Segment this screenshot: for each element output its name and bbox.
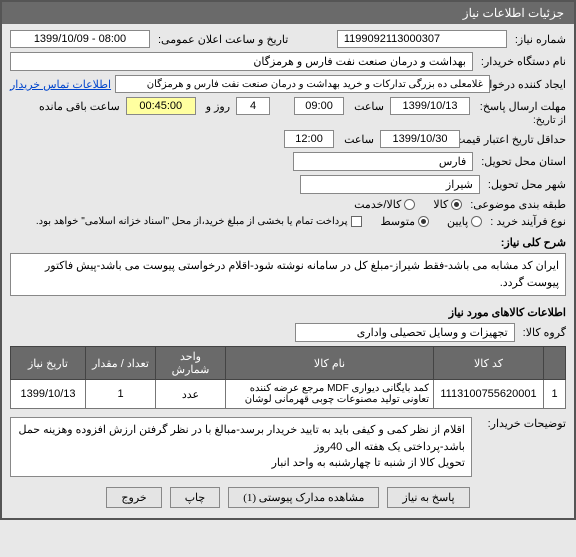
validity-label: حداقل تاریخ اعتبار قیمت: تا تاریخ: xyxy=(466,133,566,146)
deadline-time: 09:00 xyxy=(294,97,344,115)
cell-code: 1113100755620001 xyxy=(434,380,544,409)
radio-goods-label: کالا xyxy=(433,198,448,211)
buyer-notes-label: توضیحات خریدار: xyxy=(476,417,566,430)
radio-service-label: کالا/خدمت xyxy=(354,198,401,211)
reply-button[interactable]: پاسخ به نیاز xyxy=(387,487,469,508)
from-date-label: از تاریخ: xyxy=(529,115,566,126)
remain-time: 00:45:00 xyxy=(126,97,196,115)
radio-goods-dot xyxy=(451,199,462,210)
radio-mid-label: متوسط xyxy=(380,215,415,228)
window: جزئیات اطلاعات نیاز شماره نیاز: 11990921… xyxy=(0,0,576,520)
radio-mid-dot xyxy=(418,216,429,227)
col-qty: تعداد / مقدار xyxy=(86,347,156,380)
col-idx xyxy=(544,347,566,380)
day-label: روز و xyxy=(202,100,230,113)
radio-goods[interactable]: کالا xyxy=(433,198,462,211)
table-header-row: کد کالا نام کالا واحد شمارش تعداد / مقدا… xyxy=(11,347,566,380)
radio-low-label: پایین xyxy=(447,215,468,228)
general-desc-label: شرح کلی نیاز: xyxy=(497,236,566,249)
radio-low-dot xyxy=(471,216,482,227)
col-name: نام کالا xyxy=(226,347,434,380)
creator-value: غلامعلی ده بزرگی تدارکات و خرید بهداشت و… xyxy=(115,75,490,93)
col-code: کد کالا xyxy=(434,347,544,380)
process-radio-group: پایین متوسط xyxy=(380,215,482,228)
time-label-2: ساعت xyxy=(340,133,374,146)
contact-link[interactable]: اطلاعات تماس خریدار xyxy=(10,78,111,91)
attachments-button[interactable]: مشاهده مدارک پیوستی (1) xyxy=(228,487,379,508)
buyer-org-value: بهداشت و درمان صنعت نفت فارس و هرمزگان xyxy=(10,52,473,71)
remain-suffix: ساعت باقی مانده xyxy=(35,100,120,113)
radio-mid[interactable]: متوسط xyxy=(380,215,429,228)
category-label: طبقه بندی موضوعی: xyxy=(466,198,566,211)
table-row: 1 1113100755620001 کمد بایگانی دیواری MD… xyxy=(11,380,566,409)
province-label: استان محل تحویل: xyxy=(477,155,566,168)
treasury-note: پرداخت تمام یا بخشی از مبلغ خرید،از محل … xyxy=(32,216,348,227)
col-date: تاریخ نیاز xyxy=(11,347,86,380)
category-radio-group: کالا کالا/خدمت xyxy=(354,198,462,211)
radio-service[interactable]: کالا/خدمت xyxy=(354,198,415,211)
print-button[interactable]: چاپ xyxy=(170,487,221,508)
group-label: گروه کالا: xyxy=(519,326,566,339)
items-table: کد کالا نام کالا واحد شمارش تعداد / مقدا… xyxy=(10,346,566,409)
exit-button[interactable]: خروج xyxy=(106,487,161,508)
cell-idx: 1 xyxy=(544,380,566,409)
main-form: شماره نیاز: 1199092113000307 تاریخ و ساع… xyxy=(2,24,574,518)
deadline-label: مهلت ارسال پاسخ: xyxy=(476,100,566,113)
city-label: شهر محل تحویل: xyxy=(484,178,566,191)
need-no-value: 1199092113000307 xyxy=(337,30,507,48)
deadline-date: 1399/10/13 xyxy=(390,97,470,115)
general-desc-value: ایران کد مشابه می باشد-فقط شیراز-مبلغ کل… xyxy=(10,253,566,296)
col-unit: واحد شمارش xyxy=(156,347,226,380)
city-value: شیراز xyxy=(300,175,480,194)
cell-date: 1399/10/13 xyxy=(11,380,86,409)
announce-value: 1399/10/09 - 08:00 xyxy=(10,30,150,48)
button-row: پاسخ به نیاز مشاهده مدارک پیوستی (1) چاپ… xyxy=(10,487,566,508)
days-remain: 4 xyxy=(236,97,270,115)
radio-service-dot xyxy=(404,199,415,210)
group-value: تجهیزات و وسایل تحصیلی واداری xyxy=(295,323,515,342)
cell-qty: 1 xyxy=(86,380,156,409)
validity-time: 12:00 xyxy=(284,130,334,148)
treasury-checkbox[interactable] xyxy=(351,216,362,227)
validity-date: 1399/10/30 xyxy=(380,130,460,148)
radio-low[interactable]: پایین xyxy=(447,215,482,228)
buyer-org-label: نام دستگاه خریدار: xyxy=(477,55,566,68)
process-label: نوع فرآیند خرید : xyxy=(486,215,566,228)
cell-name: کمد بایگانی دیواری MDF مرجع عرضه کننده ت… xyxy=(226,380,434,409)
buyer-notes-value: اقلام از نظر کمی و کیفی باید به تایید خر… xyxy=(10,417,472,477)
window-title: جزئیات اطلاعات نیاز xyxy=(2,2,574,24)
time-label-1: ساعت xyxy=(350,100,384,113)
cell-unit: عدد xyxy=(156,380,226,409)
need-no-label: شماره نیاز: xyxy=(511,33,566,46)
creator-label: ایجاد کننده درخواست: xyxy=(494,78,566,91)
province-value: فارس xyxy=(293,152,473,171)
items-header: اطلاعات کالاهای مورد نیاز xyxy=(445,306,566,319)
announce-label: تاریخ و ساعت اعلان عمومی: xyxy=(154,33,288,46)
